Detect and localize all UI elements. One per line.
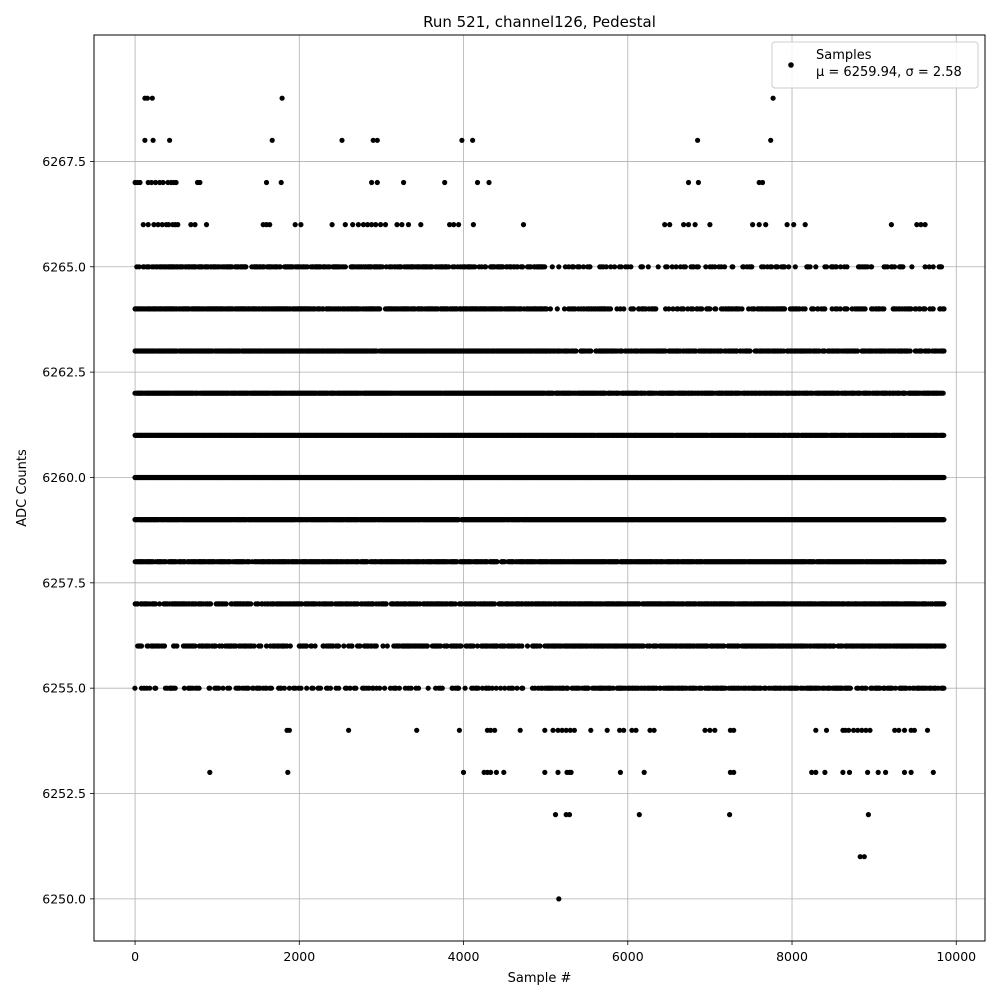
data-point <box>938 264 945 270</box>
data-point <box>703 264 709 270</box>
data-point <box>807 264 813 270</box>
data-point <box>926 264 932 270</box>
data-point <box>136 264 142 270</box>
data-point <box>653 306 659 312</box>
data-point <box>680 306 687 312</box>
data-point <box>941 348 947 354</box>
data-point <box>941 432 947 438</box>
data-point <box>682 264 689 270</box>
data-point <box>730 264 736 270</box>
data-point <box>483 264 489 270</box>
data-point <box>869 264 875 270</box>
data-point <box>802 306 808 312</box>
data-point <box>782 306 788 312</box>
data-point <box>520 264 526 270</box>
data-point <box>922 264 928 270</box>
data-point <box>573 348 579 354</box>
data-point <box>792 264 798 270</box>
data-point <box>908 306 914 312</box>
data-point <box>549 264 555 270</box>
data-point <box>862 306 868 312</box>
data-point <box>621 306 627 312</box>
data-point <box>673 264 679 270</box>
data-point <box>822 306 828 312</box>
data-point <box>669 264 675 270</box>
data-point <box>781 264 788 270</box>
data-point <box>645 264 651 270</box>
data-point <box>707 306 713 312</box>
data-point <box>544 306 550 312</box>
data-point <box>666 306 672 312</box>
data-point <box>941 474 947 481</box>
data-point <box>813 264 819 270</box>
data-point <box>587 264 593 270</box>
data-point <box>837 306 843 312</box>
data-point <box>739 306 745 312</box>
data-point <box>342 264 348 270</box>
data-point <box>547 306 554 312</box>
data-point <box>712 264 718 270</box>
data-point <box>379 264 385 270</box>
data-point <box>930 306 936 312</box>
data-point <box>722 264 728 270</box>
data-point <box>630 306 637 312</box>
grid-lines <box>94 35 985 941</box>
data-point <box>277 264 283 270</box>
data-point <box>607 306 614 312</box>
data-point <box>580 264 587 270</box>
data-point <box>881 306 887 312</box>
data-point <box>542 264 548 270</box>
data-point <box>243 264 249 270</box>
data-point <box>655 264 661 270</box>
data-point <box>900 264 906 270</box>
data-point <box>892 264 898 270</box>
data-point <box>907 348 913 354</box>
data-point <box>749 264 755 270</box>
data-point <box>833 264 840 270</box>
data-point <box>472 264 478 270</box>
data-point <box>608 264 614 270</box>
data-point <box>588 348 594 354</box>
data-point <box>930 264 936 270</box>
data-point <box>618 264 624 270</box>
data-point <box>377 306 383 312</box>
data-point <box>628 264 634 270</box>
data-point <box>639 264 646 270</box>
data-point <box>940 390 946 396</box>
data-point <box>561 306 568 312</box>
data-point <box>941 306 947 312</box>
data-point <box>838 264 844 270</box>
data-points <box>132 95 947 902</box>
data-point <box>446 264 452 270</box>
data-point <box>571 264 577 270</box>
data-point <box>810 306 817 312</box>
data-point <box>747 348 753 354</box>
data-point <box>922 306 928 312</box>
data-point <box>844 264 850 270</box>
data-point <box>699 306 705 312</box>
data-point <box>786 264 792 270</box>
data-point <box>909 264 915 270</box>
data-point <box>556 264 562 270</box>
data-point <box>664 264 670 270</box>
data-point <box>554 306 560 312</box>
data-point <box>695 264 701 270</box>
data-point <box>576 264 583 270</box>
data-point <box>769 264 775 270</box>
data-point <box>774 264 781 270</box>
data-point <box>603 264 609 270</box>
data-point <box>884 264 891 270</box>
data-point <box>713 306 719 312</box>
data-point <box>844 306 850 312</box>
data-point <box>670 306 676 312</box>
data-point <box>824 264 830 270</box>
data-point <box>612 264 618 270</box>
data-point <box>690 306 696 312</box>
